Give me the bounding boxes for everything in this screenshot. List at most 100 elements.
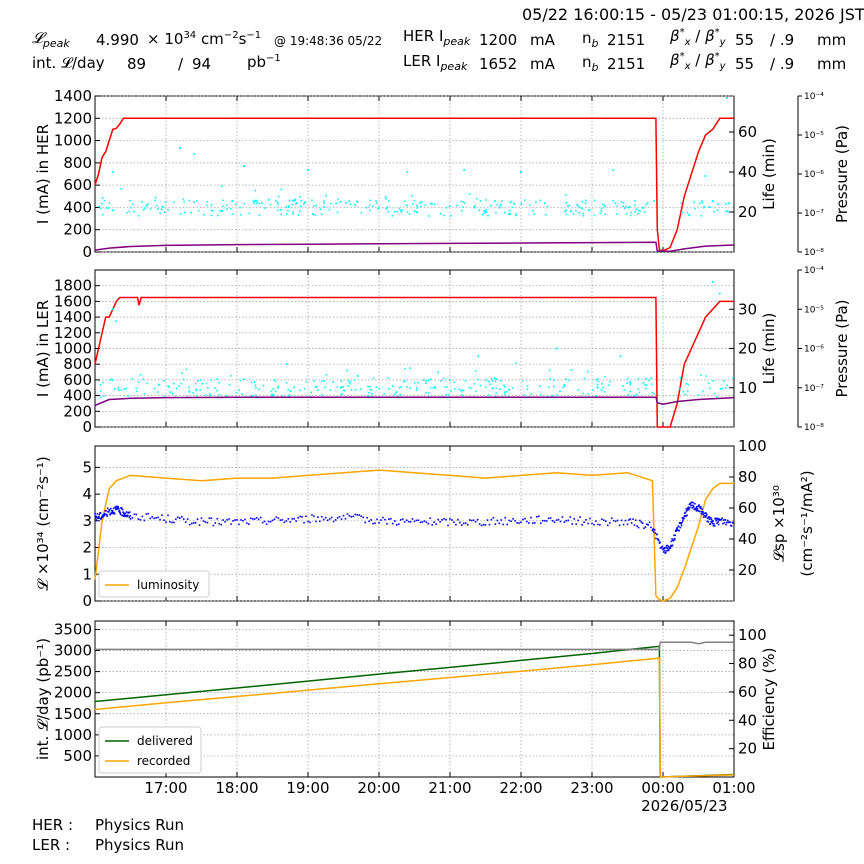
- data-point: [372, 205, 374, 208]
- data-point: [285, 206, 288, 208]
- data-point: [596, 386, 599, 388]
- data-point: [173, 201, 175, 203]
- data-point: [717, 523, 720, 526]
- data-point: [682, 390, 685, 393]
- data-point: [645, 387, 647, 390]
- data-point: [102, 516, 104, 518]
- x-date-label: 2026/05/23: [641, 797, 727, 815]
- data-point: [354, 388, 357, 391]
- her-nb-value: 2151: [607, 31, 646, 49]
- data-point: [553, 379, 555, 381]
- data-point: [472, 519, 475, 522]
- data-point: [701, 200, 703, 202]
- data-point: [496, 203, 498, 206]
- data-point: [337, 198, 339, 201]
- data-point: [589, 517, 591, 520]
- y-tick-label: 5: [82, 458, 92, 476]
- data-point: [431, 202, 433, 205]
- data-point: [722, 519, 725, 521]
- data-point: [677, 529, 679, 531]
- data-point: [103, 514, 105, 517]
- ler-status-label: LER :: [32, 836, 71, 854]
- data-point: [443, 385, 446, 388]
- data-point: [401, 518, 404, 520]
- data-point: [196, 395, 199, 397]
- data-point: [614, 520, 617, 523]
- data-point: [696, 508, 699, 510]
- data-point: [338, 515, 341, 518]
- data-point: [204, 521, 207, 523]
- data-point: [407, 520, 410, 523]
- data-point: [386, 206, 389, 208]
- data-point: [445, 518, 447, 521]
- y-tick-label: 2: [82, 539, 92, 557]
- data-point: [628, 206, 630, 209]
- data-point: [543, 519, 546, 522]
- data-point: [596, 378, 599, 381]
- x-tick-label: 23:00: [570, 779, 613, 797]
- data-point: [106, 513, 108, 516]
- data-point: [398, 386, 401, 389]
- data-point: [708, 206, 710, 208]
- data-point: [340, 386, 343, 388]
- data-point: [218, 382, 221, 384]
- data-point: [569, 516, 572, 518]
- data-point: [103, 199, 106, 202]
- data-point: [629, 214, 632, 217]
- data-point: [285, 363, 288, 366]
- pressure-axis-label: Pressure (Pa): [833, 299, 851, 397]
- data-point: [210, 379, 212, 381]
- data-point: [565, 519, 568, 522]
- data-point: [97, 517, 100, 519]
- data-point: [493, 377, 496, 380]
- data-point: [157, 516, 159, 519]
- data-point: [137, 381, 140, 383]
- data-point: [633, 524, 636, 526]
- data-point: [629, 518, 632, 520]
- data-point: [704, 516, 707, 518]
- data-point: [368, 391, 370, 394]
- data-point: [190, 522, 193, 525]
- data-point: [125, 514, 127, 517]
- data-point: [619, 355, 622, 358]
- data-point: [192, 392, 194, 394]
- data-point: [367, 395, 369, 397]
- data-point: [551, 395, 554, 397]
- data-point: [626, 212, 628, 215]
- data-point: [390, 517, 392, 520]
- data-point: [163, 211, 166, 214]
- data-point: [688, 508, 690, 511]
- data-point: [153, 387, 156, 390]
- legend-label-delivered: delivered: [137, 734, 193, 748]
- data-point: [350, 515, 353, 518]
- data-point: [700, 510, 703, 513]
- legend-box: [98, 570, 210, 598]
- data-point: [634, 210, 637, 213]
- data-point: [504, 516, 507, 519]
- intl-recorded: 94: [192, 55, 212, 73]
- data-point: [571, 523, 574, 525]
- data-point: [240, 519, 242, 521]
- data-point: [721, 517, 723, 520]
- data-point: [578, 211, 581, 214]
- y-tick-label: 1800: [54, 277, 92, 295]
- data-point: [228, 518, 230, 520]
- data-point: [604, 375, 606, 378]
- data-point: [297, 214, 300, 216]
- data-point: [413, 382, 416, 384]
- data-point: [485, 379, 487, 382]
- data-point: [685, 508, 688, 510]
- data-point: [462, 389, 465, 392]
- data-point: [314, 214, 317, 216]
- data-point: [479, 384, 482, 387]
- data-point: [141, 201, 143, 203]
- data-point: [305, 380, 308, 383]
- y2-axis-label: 𝓛sp ×10³⁰: [770, 485, 788, 562]
- data-point: [280, 188, 283, 191]
- data-point: [485, 208, 487, 211]
- data-point: [434, 387, 437, 389]
- data-point: [653, 392, 656, 395]
- data-point: [403, 521, 406, 523]
- data-point: [391, 215, 394, 217]
- data-point: [395, 524, 398, 526]
